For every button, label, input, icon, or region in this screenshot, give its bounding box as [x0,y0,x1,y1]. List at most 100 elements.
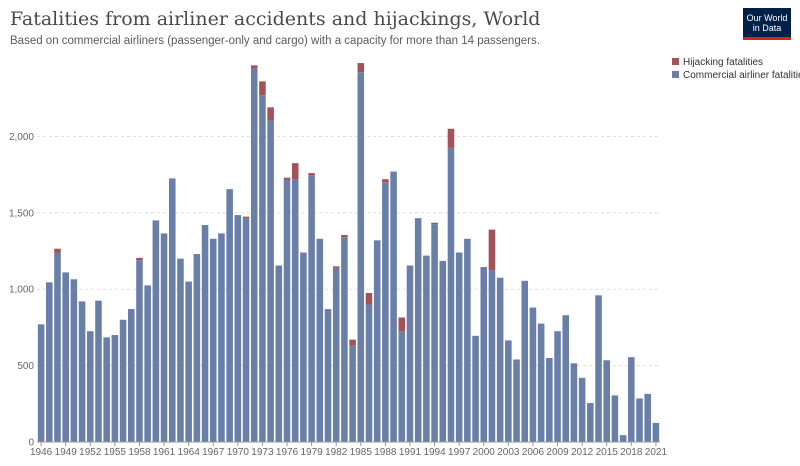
bar-commercial-1951[interactable] [78,301,86,442]
bar-commercial-1982[interactable] [332,267,340,442]
bar-commercial-1965[interactable] [193,254,201,442]
owid-logo[interactable]: Our World in Data [743,8,791,40]
bar-hijacking-1985[interactable] [357,63,365,73]
bar-commercial-1979[interactable] [308,175,315,442]
bar-commercial-2008[interactable] [546,357,553,442]
bar-commercial-1973[interactable] [259,95,266,443]
bar-commercial-1978[interactable] [300,252,307,442]
bar-commercial-1966[interactable] [201,225,209,442]
bar-commercial-1964[interactable] [185,281,192,442]
bar-commercial-2016[interactable] [611,395,619,442]
bar-commercial-1997[interactable] [455,252,463,442]
bar-commercial-2017[interactable] [619,435,627,442]
bar-hijacking-1976[interactable] [283,177,291,180]
bar-hijacking-1984[interactable] [349,339,356,346]
bar-commercial-2018[interactable] [628,357,635,442]
bar-commercial-1952[interactable] [87,331,94,442]
bar-hijacking-1973[interactable] [259,81,266,96]
bar-commercial-1967[interactable] [209,238,217,442]
bar-commercial-1987[interactable] [373,240,381,442]
bar-commercial-1992[interactable] [414,218,422,442]
bar-commercial-1975[interactable] [275,265,283,442]
bar-commercial-1948[interactable] [54,252,61,442]
bar-commercial-1986[interactable] [365,304,373,442]
bar-hijacking-1982[interactable] [332,266,340,268]
bar-commercial-1984[interactable] [349,345,356,442]
bar-commercial-2004[interactable] [513,359,520,442]
bar-hijacking-1990[interactable] [398,317,406,332]
bar-commercial-1968[interactable] [218,233,225,442]
bar-hijacking-1988[interactable] [382,179,389,183]
bar-hijacking-1948[interactable] [54,248,61,253]
bar-commercial-1956[interactable] [119,319,127,442]
bar-commercial-1976[interactable] [283,179,291,442]
bar-commercial-2013[interactable] [587,403,594,442]
bar-commercial-2007[interactable] [537,323,545,442]
bar-commercial-2005[interactable] [521,280,529,442]
bar-hijacking-1996[interactable] [447,128,455,148]
bar-commercial-2014[interactable] [595,295,602,442]
bar-hijacking-1994[interactable] [431,222,438,225]
bar-hijacking-1986[interactable] [365,293,373,305]
bar-commercial-2012[interactable] [578,377,586,442]
bar-commercial-2011[interactable] [570,363,578,442]
bar-hijacking-1983[interactable] [341,234,348,238]
bar-commercial-1974[interactable] [267,120,274,442]
x-tick-label: 2006 [522,447,545,458]
bar-commercial-2003[interactable] [505,340,512,442]
bar-commercial-2006[interactable] [529,307,537,442]
bar-commercial-1969[interactable] [226,189,233,442]
bar-commercial-1946[interactable] [37,324,45,442]
legend-item-commercial[interactable]: Commercial airliner fatalities [672,70,800,81]
bar-commercial-2001[interactable] [488,270,496,442]
bar-commercial-2009[interactable] [554,331,561,442]
bar-commercial-1972[interactable] [250,68,258,443]
bar-commercial-2015[interactable] [603,360,610,442]
bar-commercial-2021[interactable] [652,422,660,442]
bar-commercial-1985[interactable] [357,72,365,442]
bar-commercial-1980[interactable] [316,238,324,442]
bar-commercial-1990[interactable] [398,331,406,442]
bar-commercial-1971[interactable] [242,218,250,442]
bar-hijacking-1979[interactable] [308,173,315,176]
bar-commercial-1996[interactable] [447,147,455,443]
bar-commercial-2002[interactable] [496,277,504,442]
bar-commercial-1962[interactable] [168,178,176,443]
bar-hijacking-1971[interactable] [242,216,250,219]
bar-commercial-1949[interactable] [62,272,69,442]
bar-commercial-1957[interactable] [127,309,135,442]
bar-commercial-1958[interactable] [136,260,143,442]
bar-commercial-1960[interactable] [152,220,160,442]
bar-commercial-1989[interactable] [390,171,397,442]
bar-commercial-1954[interactable] [103,337,110,442]
bar-commercial-1959[interactable] [144,285,151,442]
bar-commercial-1977[interactable] [291,179,299,442]
bar-hijacking-1958[interactable] [136,257,143,261]
bar-hijacking-1974[interactable] [267,107,274,121]
bar-commercial-2010[interactable] [562,315,570,442]
bar-commercial-1983[interactable] [341,237,348,442]
bar-commercial-1993[interactable] [423,255,430,442]
bar-commercial-2000[interactable] [480,267,488,442]
bar-commercial-2019[interactable] [636,398,643,442]
bar-commercial-2020[interactable] [644,393,651,442]
bar-commercial-1995[interactable] [439,260,447,442]
bar-commercial-1953[interactable] [95,300,102,442]
bar-commercial-1955[interactable] [111,335,119,442]
bar-commercial-1961[interactable] [160,233,168,442]
bar-commercial-1950[interactable] [70,279,78,442]
bar-commercial-1963[interactable] [177,258,184,442]
legend-item-hijacking[interactable]: Hijacking fatalities [672,57,763,68]
bar-hijacking-2001[interactable] [488,229,496,271]
bar-commercial-1991[interactable] [406,265,414,442]
bar-commercial-1970[interactable] [234,215,242,442]
bar-hijacking-1977[interactable] [291,163,299,180]
bar-commercial-1981[interactable] [324,309,332,442]
bar-commercial-1988[interactable] [382,182,389,443]
x-tick-label: 1964 [178,447,201,458]
bar-commercial-1947[interactable] [46,282,53,442]
bar-hijacking-1972[interactable] [250,65,258,69]
bar-commercial-1994[interactable] [431,224,438,442]
bar-commercial-1999[interactable] [472,335,479,442]
bar-commercial-1998[interactable] [464,238,471,442]
